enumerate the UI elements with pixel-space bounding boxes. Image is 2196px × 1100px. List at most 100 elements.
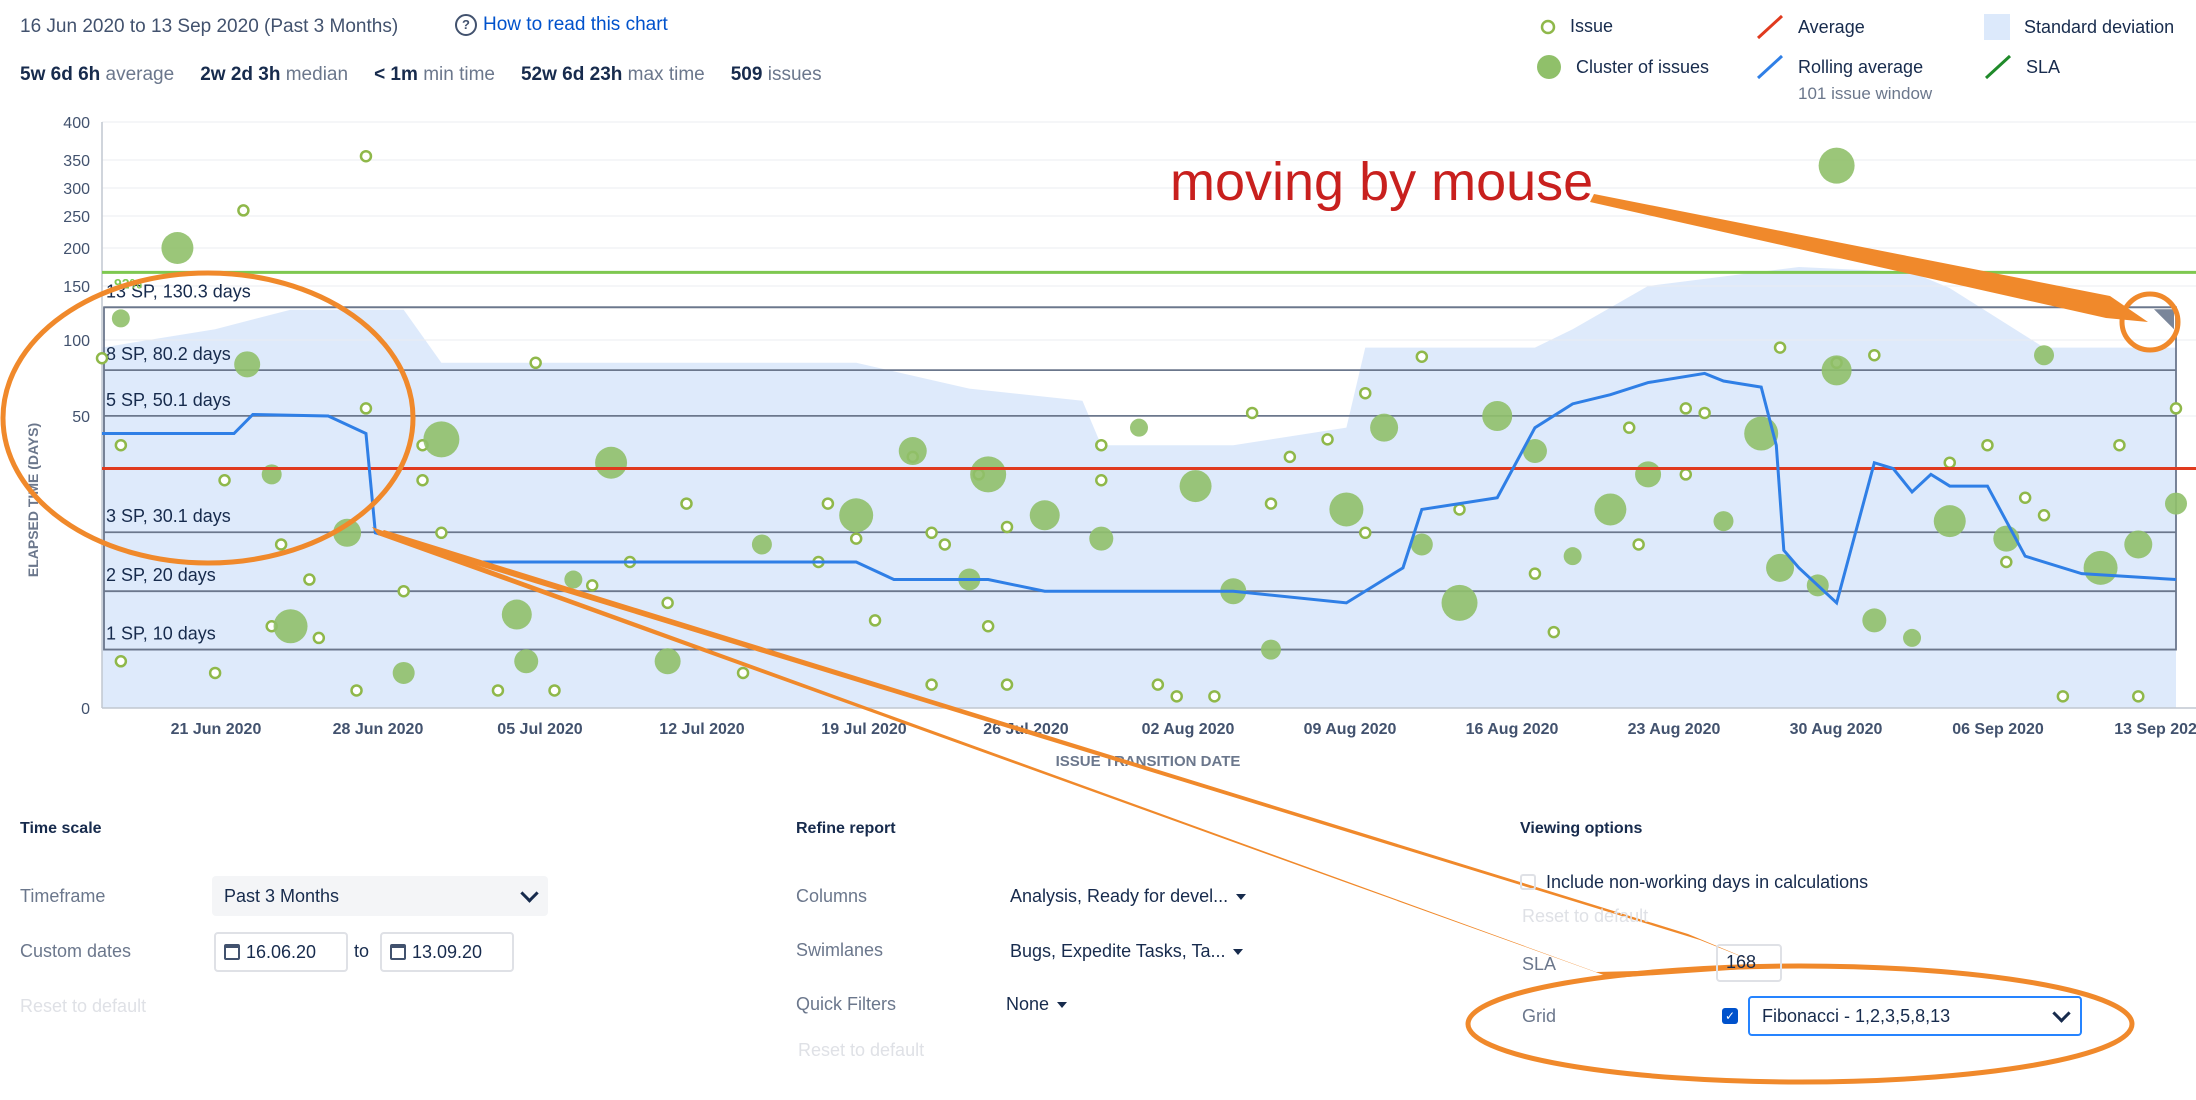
cluster-point bbox=[1766, 553, 1795, 582]
timeframe-select[interactable]: Past 3 Months bbox=[212, 876, 548, 916]
y-axis-label: ELAPSED TIME (DAYS) bbox=[25, 423, 41, 577]
issue-point bbox=[548, 684, 561, 697]
date-to-input[interactable]: 13.09.20 bbox=[380, 932, 514, 972]
issue-point bbox=[303, 573, 316, 586]
cluster-point bbox=[1522, 439, 1547, 464]
fib-grid-label: 5 SP, 50.1 days bbox=[106, 390, 231, 410]
x-tick-label: 28 Jun 2020 bbox=[333, 721, 424, 738]
cluster-point bbox=[1482, 401, 1513, 431]
issue-point bbox=[1547, 625, 1561, 639]
calendar-icon bbox=[390, 944, 406, 960]
issue-point bbox=[1245, 406, 1259, 420]
time-scale-title: Time scale bbox=[20, 820, 102, 837]
columns-dropdown[interactable]: Analysis, Ready for devel... bbox=[1010, 886, 1247, 907]
issue-point bbox=[95, 351, 109, 365]
issue-point bbox=[2000, 555, 2013, 569]
control-chart[interactable]: 0 50 100 150 200 250 300 350 400 21 Jun 2020 28 J… bbox=[0, 100, 2196, 780]
annotation-arrow-top bbox=[1590, 194, 2148, 322]
legend-sla-label: SLA bbox=[2026, 56, 2061, 77]
sla-line-icon bbox=[1984, 54, 2012, 80]
y-tick-label: 350 bbox=[63, 153, 90, 170]
cluster-point bbox=[514, 649, 539, 674]
annotation-text: moving by mouse bbox=[1170, 152, 1593, 212]
issue-point bbox=[416, 473, 429, 487]
y-tick-label: 100 bbox=[63, 333, 90, 350]
issue-point bbox=[114, 438, 128, 452]
issue-point bbox=[1868, 348, 1881, 362]
issue-point bbox=[114, 655, 128, 668]
grid-select[interactable]: Fibonacci - 1,2,3,5,8,13 bbox=[1748, 996, 2082, 1036]
issue-point bbox=[661, 596, 674, 610]
stat-issues: 509 issues bbox=[730, 64, 822, 85]
issue-point bbox=[1981, 438, 1994, 452]
rolling-window-label: 101 issue window bbox=[1798, 84, 1933, 103]
refine-reset-link[interactable]: Reset to default bbox=[798, 1040, 925, 1060]
rolling-line-icon bbox=[1756, 54, 1784, 80]
annotation-ellipse-handle bbox=[2119, 291, 2181, 353]
swimlanes-label: Swimlanes bbox=[796, 940, 884, 960]
issue-point bbox=[2018, 491, 2032, 505]
legend-stddev[interactable]: Standard deviation bbox=[1984, 14, 2174, 40]
columns-label: Columns bbox=[796, 886, 868, 906]
cluster-point bbox=[1933, 505, 1966, 538]
columns-value: Analysis, Ready for devel... bbox=[1010, 886, 1229, 906]
cluster-point bbox=[898, 437, 927, 466]
issue-point bbox=[1000, 520, 1014, 534]
timeframe-label: Timeframe bbox=[20, 886, 106, 906]
issue-point bbox=[1359, 526, 1372, 540]
question-circle-icon: ? bbox=[455, 14, 477, 36]
legend-issue[interactable]: Issue bbox=[1540, 16, 1613, 37]
swimlanes-value: Bugs, Expedite Tasks, Ta... bbox=[1010, 941, 1226, 961]
calendar-icon bbox=[224, 944, 240, 960]
cluster-point bbox=[1130, 418, 1148, 437]
date-from-input[interactable]: 16.06.20 bbox=[214, 932, 348, 972]
legend-stddev-label: Standard deviation bbox=[2024, 16, 2175, 37]
issue-point bbox=[821, 497, 835, 510]
issue-point bbox=[1000, 678, 1014, 691]
cluster-point bbox=[161, 232, 194, 264]
cluster-marker-icon bbox=[1537, 55, 1561, 79]
average-line-icon bbox=[1756, 14, 1784, 40]
issue-point bbox=[312, 631, 326, 645]
fib-grid-label: 2 SP, 20 days bbox=[106, 565, 216, 585]
issue-point bbox=[435, 526, 448, 540]
issue-point bbox=[1283, 450, 1297, 464]
help-link-label: How to read this chart bbox=[483, 14, 668, 35]
x-axis-label: ISSUE TRANSITION DATE bbox=[1056, 753, 1241, 770]
caret-down-icon bbox=[1233, 948, 1244, 955]
custom-dates-label: Custom dates bbox=[20, 941, 132, 961]
cluster-point bbox=[1410, 533, 1433, 556]
fib-grid-label: 3 SP, 30.1 days bbox=[106, 506, 231, 526]
sla-input[interactable]: 168 bbox=[1716, 944, 1782, 982]
cluster-point bbox=[595, 446, 628, 479]
grid-label: Grid bbox=[1522, 1006, 1557, 1026]
issue-point bbox=[849, 532, 863, 545]
cluster-point bbox=[1441, 584, 1478, 621]
caret-down-icon bbox=[1236, 893, 1247, 900]
x-tick-label: 30 Aug 2020 bbox=[1790, 721, 1883, 738]
issue-point bbox=[1679, 402, 1693, 415]
time-scale-reset-link[interactable]: Reset to default bbox=[20, 996, 147, 1016]
cluster-point bbox=[1821, 355, 1852, 386]
legend-cluster[interactable]: Cluster of issues bbox=[1536, 54, 1709, 80]
grid-checkbox[interactable]: ✓ bbox=[1722, 1008, 1738, 1024]
cluster-point bbox=[273, 609, 308, 644]
viewing-reset-link[interactable]: Reset to default bbox=[1522, 906, 1649, 926]
issue-point bbox=[1528, 567, 1542, 580]
issue-point bbox=[397, 584, 410, 598]
swimlanes-dropdown[interactable]: Bugs, Expedite Tasks, Ta... bbox=[1010, 941, 1244, 962]
x-tick-label: 19 Jul 2020 bbox=[821, 721, 907, 738]
refine-report-title: Refine report bbox=[796, 820, 896, 837]
cluster-point bbox=[1818, 147, 1855, 184]
quick-filters-dropdown[interactable]: None bbox=[1006, 994, 1068, 1015]
issue-point bbox=[1698, 406, 1711, 420]
y-tick-label: 400 bbox=[63, 115, 90, 132]
legend-rolling[interactable]: Rolling average bbox=[1756, 54, 1923, 80]
legend-average[interactable]: Average bbox=[1756, 14, 1865, 40]
sla-label: SLA bbox=[1522, 954, 1557, 974]
chevron-down-icon bbox=[520, 883, 539, 903]
legend-sla[interactable]: SLA bbox=[1984, 54, 2060, 80]
help-link[interactable]: ? How to read this chart bbox=[455, 14, 668, 36]
nonworking-days-checkbox[interactable] bbox=[1520, 874, 1536, 890]
x-tick-label: 06 Sep 2020 bbox=[1952, 721, 2044, 738]
